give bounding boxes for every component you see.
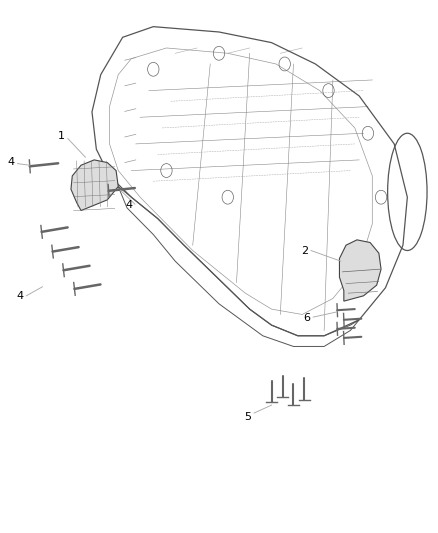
Text: 4: 4	[126, 200, 133, 210]
Polygon shape	[71, 160, 118, 211]
Text: 1: 1	[58, 131, 65, 141]
Polygon shape	[339, 240, 381, 301]
Text: 4: 4	[16, 291, 23, 301]
Text: 6: 6	[303, 313, 310, 323]
Text: 5: 5	[244, 412, 251, 422]
Text: 2: 2	[301, 246, 308, 255]
Text: 4: 4	[7, 157, 14, 167]
